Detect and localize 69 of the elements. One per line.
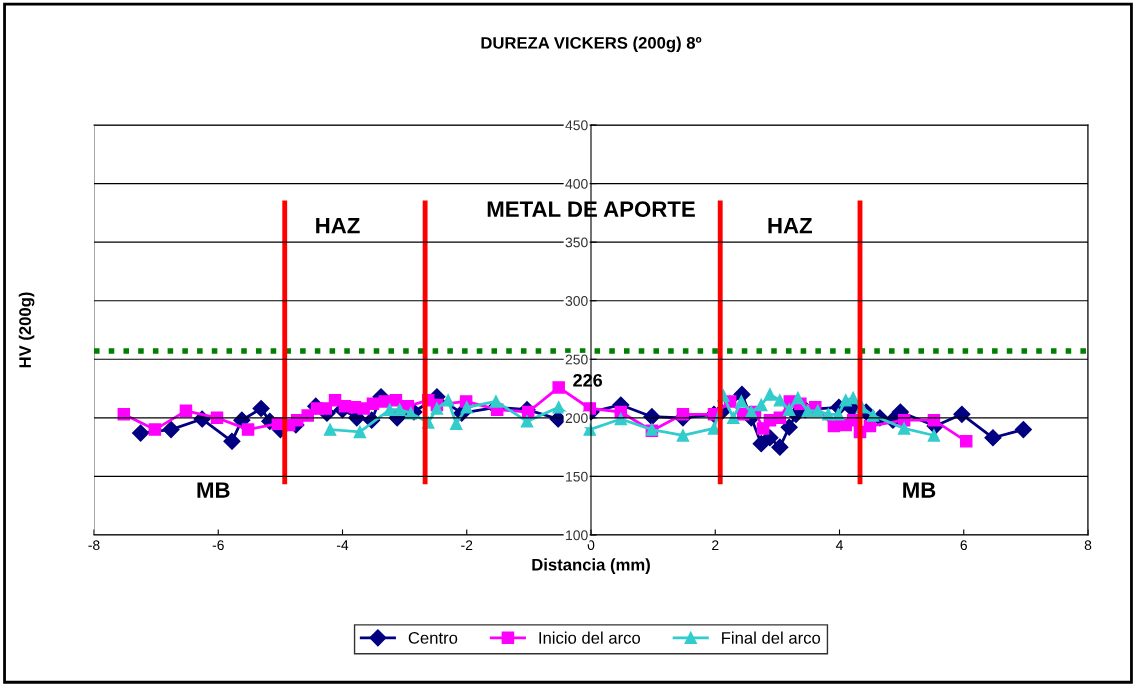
point [430,402,444,415]
point [780,418,798,436]
point [179,404,193,418]
point [148,423,162,436]
y-axis-title: HV (200g) [18,292,35,368]
x-tick-label: 8 [1084,540,1092,551]
x-tick-label: -2 [461,540,473,550]
legend-label: Inicio del arco [539,631,641,644]
y-tick-label: 450 [565,120,588,131]
point [791,391,805,405]
point [735,395,748,408]
x-axis-title: Distancia (mm) [532,558,650,574]
point [520,415,534,428]
x-tick-label: 2 [712,540,719,550]
y-tick-label: 250 [565,354,588,365]
point [383,403,396,416]
point [252,399,270,418]
point [953,405,971,423]
point [319,402,332,415]
point [959,435,973,448]
point [761,429,779,447]
point [393,403,406,416]
x-tick-label: -6 [212,540,224,551]
y-tick-label: 200 [565,413,588,424]
point [811,404,825,418]
point [323,423,337,436]
point [927,429,941,442]
point [552,401,565,414]
chart-title: DUREZA VICKERS (200g) 8º [481,36,702,53]
point [897,422,911,435]
annotation: HAZ [768,217,812,234]
point [489,395,503,408]
point [328,394,342,407]
point [782,403,796,416]
point [754,398,768,412]
point [1014,421,1032,439]
legend-label: Centro [408,632,458,644]
point [223,432,241,450]
annotation: HAZ [316,217,360,234]
legend-label: Final del arco [722,631,821,644]
y-tick-label: 100 [566,530,588,541]
point [866,409,880,422]
x-tick-label: 4 [835,540,843,550]
point [522,405,535,419]
point [771,438,789,456]
y-tick-label: 350 [565,237,588,248]
point [378,395,391,408]
point [132,424,150,442]
point [162,421,180,439]
point [745,405,758,419]
y-tick-label: 150 [566,471,588,482]
point [552,381,565,394]
point [763,388,777,401]
x-tick-label: -8 [88,540,100,551]
x-tick-label: -4 [336,540,349,550]
annotation: MB [197,482,230,498]
point [984,429,1002,447]
point [353,425,367,439]
x-tick-label: 6 [960,540,967,551]
point [801,404,815,418]
point [460,401,474,414]
annotation: MB [903,482,936,498]
point [676,429,690,442]
point [773,394,787,407]
point [449,417,463,430]
y-tick-label: 400 [565,178,588,189]
point [441,394,455,407]
point [241,423,255,436]
y-tick-label: 300 [565,296,588,306]
